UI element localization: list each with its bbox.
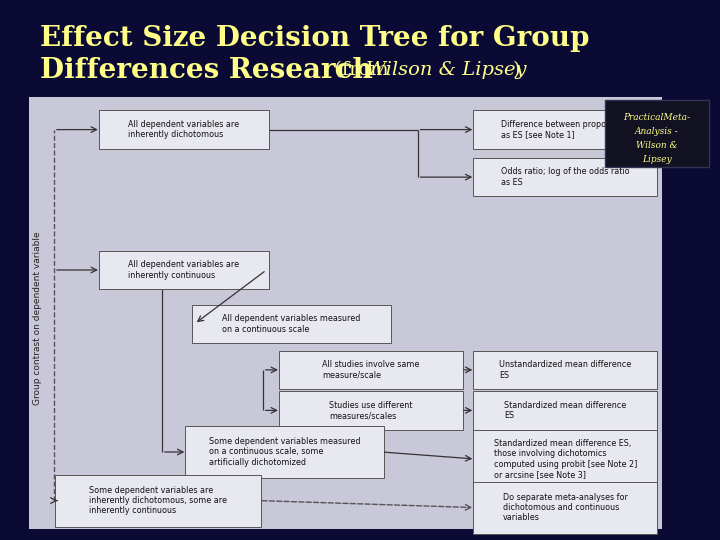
FancyBboxPatch shape [473,158,657,196]
Text: Analysis -: Analysis - [635,127,679,136]
Text: ): ) [513,61,520,79]
Text: All dependent variables are
inherently continuous: All dependent variables are inherently c… [128,260,239,280]
Text: Group contrast on dependent variable: Group contrast on dependent variable [33,232,42,406]
FancyBboxPatch shape [99,251,269,289]
FancyBboxPatch shape [473,430,657,488]
Text: Wilson & Lipsey: Wilson & Lipsey [366,61,526,79]
Text: Difference between proportions
as ES [see Note 1]: Difference between proportions as ES [se… [501,120,629,139]
Text: Some dependent variables measured
on a continuous scale, some
artificially dicho: Some dependent variables measured on a c… [209,437,360,467]
Text: Odds ratio; log of the odds ratio
as ES: Odds ratio; log of the odds ratio as ES [501,167,629,187]
Text: Lipsey: Lipsey [642,156,672,164]
Text: Standardized mean difference ES,
those involving dichotomics
computed using prob: Standardized mean difference ES, those i… [493,439,637,479]
Bar [0,0,720,97]
Bar [29,97,662,529]
FancyBboxPatch shape [605,100,709,167]
Text: Differences Research: Differences Research [40,57,372,84]
Text: Standardized mean difference
ES: Standardized mean difference ES [504,401,626,420]
Text: All dependent variables measured
on a continuous scale: All dependent variables measured on a co… [222,314,361,334]
FancyBboxPatch shape [473,482,657,534]
FancyBboxPatch shape [55,475,261,526]
Text: Wilson &: Wilson & [636,141,678,150]
FancyBboxPatch shape [279,351,463,389]
Text: All studies involve same
measure/scale: All studies involve same measure/scale [322,360,420,380]
FancyBboxPatch shape [473,351,657,389]
FancyBboxPatch shape [279,391,463,430]
FancyBboxPatch shape [473,110,657,148]
Text: Do separate meta-analyses for
dichotomous and continuous
variables: Do separate meta-analyses for dichotomou… [503,492,628,523]
Text: Some dependent variables are
inherently dichotomous, some are
inherently continu: Some dependent variables are inherently … [89,485,228,516]
Text: Effect Size Decision Tree for Group: Effect Size Decision Tree for Group [40,25,589,52]
FancyBboxPatch shape [473,391,657,430]
Text: All dependent variables are
inherently dichotomous: All dependent variables are inherently d… [128,120,239,139]
FancyBboxPatch shape [192,305,391,343]
FancyBboxPatch shape [185,426,384,478]
Text: Unstandardized mean difference
ES: Unstandardized mean difference ES [499,360,631,380]
Text: (from: (from [328,61,395,79]
FancyBboxPatch shape [99,110,269,148]
Text: Studies use different
measures/scales: Studies use different measures/scales [329,401,413,420]
Text: PracticalMeta-: PracticalMeta- [624,113,690,122]
